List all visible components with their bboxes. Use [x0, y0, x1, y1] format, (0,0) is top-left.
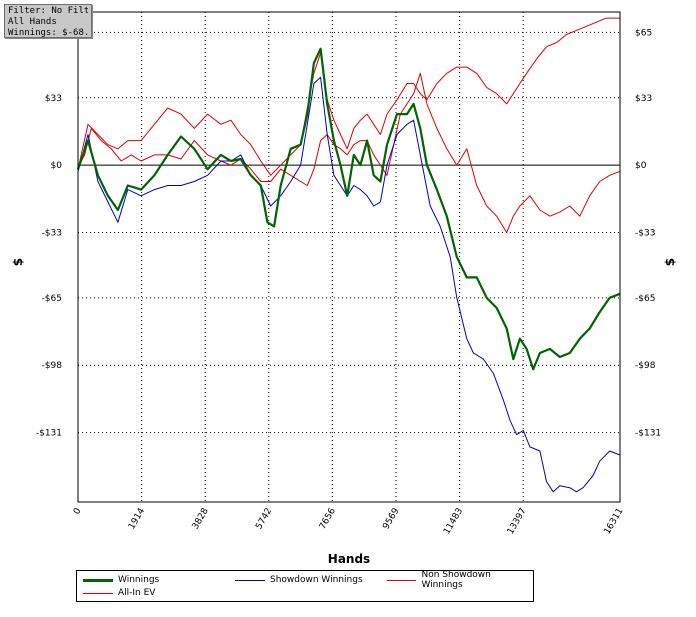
plot-background [78, 12, 620, 502]
x-tick-label: 7656 [318, 506, 338, 531]
legend-label-showdown: Showdown Winnings [270, 575, 363, 585]
filter-info-box: Filter: No Filter All Hands Winnings: $-… [4, 4, 92, 38]
series-line-showdown-winnings [77, 76, 621, 493]
y-tick-label-right: -$65 [635, 294, 655, 304]
y-tick-label-right: -$33 [635, 229, 655, 239]
y-axis-title-left: $ [11, 258, 25, 266]
winnings-total-label: Winnings: $-68.92 [8, 28, 88, 38]
y-tick-label-left: -$33 [42, 229, 62, 239]
y-tick-label-left: -$65 [42, 294, 62, 304]
y-tick-label-left: -$98 [42, 361, 63, 371]
legend-item-allin-ev: All-In EV [83, 587, 155, 599]
x-tick-label: 1914 [127, 506, 147, 531]
y-tick-label-right: -$98 [635, 361, 656, 371]
y-axis-title-right: $ [663, 258, 677, 266]
series-line-winnings [76, 47, 621, 371]
y-tick-label-left: -$131 [36, 429, 62, 439]
legend-label-non-showdown: Non Showdown Winnings [421, 570, 491, 590]
y-tick-label-right: $65 [635, 28, 652, 38]
chart-legend: Winnings Showdown Winnings Non Showdown … [76, 570, 534, 602]
y-tick-label-left: $33 [45, 94, 62, 104]
x-tick-label: 5742 [254, 507, 274, 532]
x-tick-label: 16311 [603, 507, 626, 537]
y-tick-label-right: $33 [635, 94, 652, 104]
legend-item-showdown: Showdown Winnings [235, 574, 363, 586]
y-tick-label-left: $0 [51, 161, 63, 171]
legend-label-winnings: Winnings [118, 575, 160, 585]
legend-label-allin-ev: All-In EV [118, 588, 156, 598]
legend-swatch-winnings [83, 578, 113, 582]
x-tick-label: 0 [72, 506, 84, 516]
legend-swatch-allin-ev [83, 592, 113, 594]
series-line-all-in-ev [77, 17, 620, 176]
legend-item-non-showdown: Non Showdown Winnings [387, 570, 533, 590]
legend-swatch-non-showdown [387, 579, 417, 581]
hands-filter-label: All Hands [8, 17, 57, 27]
legend-swatch-showdown [235, 579, 265, 581]
x-axis-title: Hands [328, 552, 370, 566]
y-tick-label-right: $0 [635, 161, 647, 171]
x-tick-label: 9569 [381, 506, 401, 531]
x-tick-label: 3828 [191, 506, 211, 531]
x-tick-label: 13397 [506, 507, 529, 537]
y-tick-label-right: -$131 [635, 429, 661, 439]
legend-item-winnings: Winnings [83, 574, 159, 586]
x-tick-label: 11483 [442, 507, 465, 537]
plot-frame [77, 11, 621, 503]
filter-label: Filter: No Filter [8, 6, 88, 16]
series-line-non-showdown-winnings [77, 72, 621, 233]
